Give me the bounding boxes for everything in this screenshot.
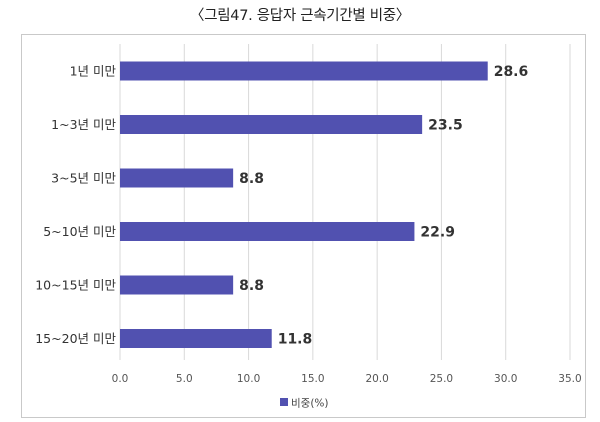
x-tick-label: 15.0 xyxy=(301,373,324,385)
bar xyxy=(120,222,415,241)
category-label: 3~5년 미만 xyxy=(51,171,116,186)
legend-label: 비중(%) xyxy=(291,398,329,410)
x-tick-label: 10.0 xyxy=(237,373,260,385)
value-labels: 28.6 23.5 8.8 22.9 8.8 11.8 xyxy=(239,64,528,348)
x-tick-label: 0.0 xyxy=(112,373,129,385)
x-tick-label: 20.0 xyxy=(365,373,388,385)
chart-title: 〈그림47. 응답자 근속기간별 비중〉 xyxy=(190,8,410,24)
category-label: 15~20년 미만 xyxy=(35,331,116,346)
legend: 비중(%) xyxy=(280,398,329,410)
bar xyxy=(120,275,234,295)
x-tick-label: 25.0 xyxy=(430,373,453,385)
x-tick-label: 5.0 xyxy=(176,373,193,385)
value-label: 23.5 xyxy=(428,118,463,134)
x-tick-label: 30.0 xyxy=(494,373,517,385)
value-label: 8.8 xyxy=(239,278,264,294)
bar xyxy=(120,115,423,134)
x-tick-labels: 0.0 5.0 10.0 15.0 20.0 25.0 30.0 35.0 xyxy=(112,373,582,385)
category-label: 1~3년 미만 xyxy=(51,117,116,132)
category-label: 1년 미만 xyxy=(70,64,117,79)
bar xyxy=(120,168,234,188)
x-tick-label: 35.0 xyxy=(558,373,581,385)
gridlines xyxy=(119,44,571,360)
value-label: 22.9 xyxy=(420,225,455,241)
category-labels: 1년 미만 1~3년 미만 3~5년 미만 5~10년 미만 10~15년 미만 15~2… xyxy=(35,64,116,347)
bar xyxy=(120,329,272,348)
chart-frame xyxy=(21,34,586,418)
legend-swatch xyxy=(280,398,288,406)
value-label: 11.8 xyxy=(278,332,313,348)
category-label: 5~10년 미만 xyxy=(43,224,116,239)
category-label: 10~15년 미만 xyxy=(35,278,116,293)
bar xyxy=(120,61,488,81)
value-label: 8.8 xyxy=(239,171,264,187)
bars xyxy=(120,61,488,348)
value-label: 28.6 xyxy=(494,64,529,80)
